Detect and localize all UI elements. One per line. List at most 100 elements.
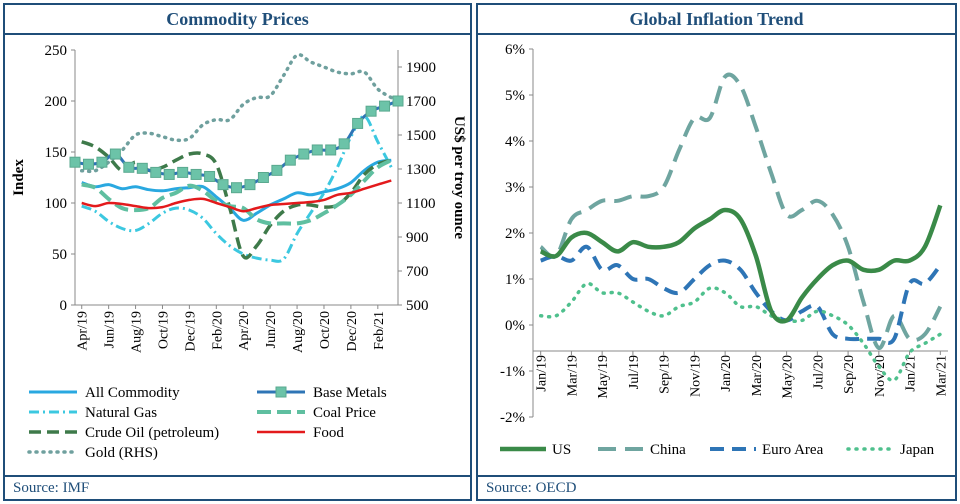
inflation-y-tick-label: 4%	[505, 134, 525, 150]
inflation-x-tick-label: Jan/19	[535, 355, 550, 392]
inflation-y-tick-label: 5%	[505, 88, 525, 104]
y2-tick-label: 1300	[406, 162, 436, 178]
base-metals-point	[82, 158, 94, 170]
series-line-crude-oil-petroleum	[81, 140, 392, 260]
inflation-y-tick-label: -2%	[500, 410, 525, 426]
base-metals-point	[338, 138, 350, 150]
series-line-us	[539, 204, 943, 324]
legend-item-gold-rhs: Gold (RHS)	[27, 445, 158, 461]
oecd-source-note: Source: OECD	[478, 475, 955, 499]
x-tick-label: Apr/20	[237, 311, 252, 351]
series-line-coal-price	[81, 158, 393, 226]
y2-tick-label: 1700	[406, 94, 436, 110]
y2-tick-label: 900	[406, 230, 429, 246]
x-tick-label: Aug/20	[291, 311, 306, 353]
base-metals-point	[69, 156, 81, 168]
legend-label: Food	[313, 425, 344, 441]
y2-axis-title: US$ per troy ounce	[451, 116, 467, 240]
inflation-y-tick-label: 0%	[505, 318, 525, 334]
imf-source-note: Source: IMF	[5, 475, 470, 499]
legend-label: Coal Price	[313, 405, 376, 421]
inflation-y-tick-label: 1%	[505, 272, 525, 288]
y-tick-label: 250	[45, 43, 68, 59]
y2-tick-label: 1500	[406, 128, 436, 144]
series-line-all-commodity	[81, 158, 392, 222]
commodity-prices-panel: Commodity Prices 0 50 100 150 200 250 500 700 90…	[3, 3, 472, 501]
base-metals-point	[150, 166, 162, 178]
legend-item-natural-gas: Natural Gas	[29, 405, 157, 421]
base-metals-point	[190, 168, 202, 180]
legend-label: Natural Gas	[85, 405, 157, 421]
legend-item-euro-area: Euro Area	[710, 442, 824, 458]
x-tick-label: Jun/20	[264, 311, 279, 348]
base-metals-point	[244, 179, 256, 191]
y-tick-label: 150	[45, 145, 68, 161]
commodity-prices-title: Commodity Prices	[5, 5, 470, 35]
legend-item-all-commodity: All Commodity	[29, 385, 180, 401]
inflation-x-tick-label: Jan/20	[719, 355, 734, 392]
legend-label: Euro Area	[762, 442, 824, 458]
legend-label: China	[650, 442, 686, 458]
base-metals-point	[204, 170, 216, 182]
base-metals-point	[392, 95, 404, 107]
base-metals-point	[298, 148, 310, 160]
y2-tick-label: 1100	[406, 196, 435, 212]
x-tick-label: Apr/19	[76, 311, 91, 351]
series-line-euro-area	[540, 244, 942, 345]
inflation-x-tick-label: Mar/21	[934, 355, 949, 396]
series-line-gold-rhs	[79, 52, 394, 174]
base-metals-point	[379, 100, 391, 112]
base-metals-point	[284, 154, 296, 166]
base-metals-point	[177, 166, 189, 178]
series-food	[81, 179, 392, 213]
x-tick-label: Dec/19	[183, 311, 198, 351]
inflation-x-tick-label: Sep/19	[658, 355, 673, 394]
inflation-x-tick-label: Mar/19	[565, 355, 580, 396]
series-line-food	[81, 179, 392, 213]
legend-label: Crude Oil (petroleum)	[85, 425, 219, 441]
inflation-x-tick-label: May/19	[596, 355, 611, 399]
legend-item-japan: Japan	[846, 442, 935, 458]
series-crude-oil-petroleum	[81, 140, 392, 260]
inflation-y-tick-label: 6%	[505, 42, 525, 58]
x-tick-label: Feb/21	[372, 311, 387, 350]
inflation-chart: -2% -1% 0% 1% 2% 3% 4% 5% 6% Jan/19 Mar/19 May/19 Ju…	[500, 42, 949, 458]
base-metals-point	[365, 105, 377, 117]
base-metals-point	[109, 148, 121, 160]
y-tick-label: 100	[45, 196, 68, 212]
inflation-x-tick-label: May/20	[781, 355, 796, 399]
base-metals-point	[231, 182, 242, 194]
series-line-japan	[538, 281, 943, 383]
inflation-panel: Global Inflation Trend -2% -1% 0% 1% 2% 3% 4% 5…	[476, 3, 957, 501]
legend-label: Japan	[900, 442, 935, 458]
y2-tick-label: 500	[406, 298, 429, 314]
x-tick-label: Aug/19	[130, 311, 145, 353]
series-base-metals	[69, 95, 404, 194]
inflation-y-tick-label: 2%	[505, 226, 525, 242]
inflation-x-tick-label: Jul/19	[627, 355, 642, 389]
y-tick-label: 200	[45, 94, 68, 110]
base-metals-point	[217, 179, 229, 191]
x-tick-label: Dec/20	[345, 311, 360, 351]
legend-item-crude-oil-petroleum: Crude Oil (petroleum)	[29, 425, 219, 441]
inflation-y-tick-label: -1%	[500, 364, 525, 380]
series-us	[539, 204, 943, 324]
y-tick-label: 0	[60, 298, 68, 314]
legend-label: All Commodity	[85, 385, 180, 401]
legend-label: Gold (RHS)	[85, 445, 158, 461]
series-japan	[538, 281, 943, 383]
base-metals-point	[311, 144, 323, 156]
legend-marker	[275, 386, 287, 398]
legend-item-china: China	[598, 442, 686, 458]
x-tick-label: Oct/20	[318, 311, 333, 349]
base-metals-point	[325, 144, 337, 156]
inflation-x-tick-label: Sep/20	[842, 355, 857, 394]
x-tick-label: Feb/20	[210, 311, 225, 350]
base-metals-point	[123, 161, 135, 173]
series-line-natural-gas	[81, 114, 393, 263]
legend-item-us: US	[500, 442, 571, 458]
inflation-x-tick-label: Jan/21	[904, 355, 919, 392]
legend-label: Base Metals	[313, 385, 387, 401]
base-metals-point	[96, 156, 108, 168]
y2-tick-label: 1900	[406, 60, 436, 76]
